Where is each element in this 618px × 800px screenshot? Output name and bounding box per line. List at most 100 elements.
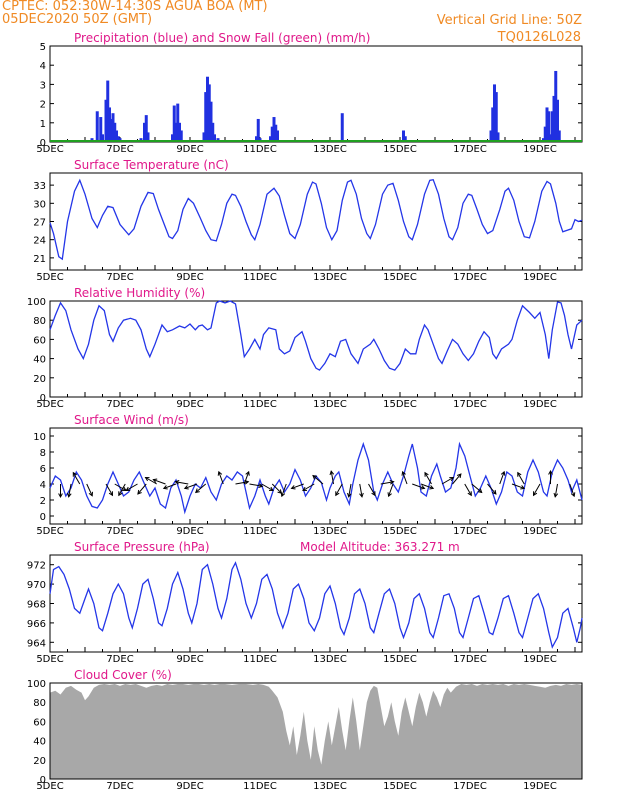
wind-arrow (499, 471, 505, 485)
precip-bar (493, 84, 496, 142)
wind-arrow (184, 483, 198, 489)
x-tick-label: 5DEC (36, 144, 63, 155)
x-tick-label: 13DEC (313, 399, 347, 410)
wind-arrow-head (467, 491, 472, 497)
wind-arrow-head (420, 485, 426, 490)
wind-arrow-head (125, 486, 131, 492)
wind-arrow-head (152, 478, 158, 483)
y-tick-label: 1 (40, 119, 46, 130)
x-tick-label: 19DEC (523, 781, 557, 792)
x-tick-label: 7DEC (106, 781, 133, 792)
wind-arrow (72, 472, 81, 485)
y-tick-label: 5 (40, 42, 46, 53)
precip-bar (113, 122, 117, 142)
wind-arrow-head (389, 480, 395, 485)
wind-arrow (330, 471, 334, 485)
precip-bar (269, 136, 272, 142)
precip-bar (174, 122, 178, 142)
y-tick-label: 20 (33, 374, 46, 385)
wind-arrow (218, 471, 224, 485)
wind-arrow-head (532, 491, 538, 497)
x-tick-label: 15DEC (383, 144, 417, 155)
x-tick-label: 9DEC (176, 781, 203, 792)
plot-frame (49, 45, 583, 143)
wind-arrow-head (280, 492, 286, 498)
precip-bar (556, 99, 559, 142)
wind-arrow-head (72, 471, 77, 477)
wind-arrow (145, 477, 157, 485)
wind-arrow (281, 483, 287, 497)
y-tick-label: 6 (40, 464, 46, 475)
precip-bar (146, 132, 150, 142)
wind-arrow-head (162, 485, 168, 490)
precip-bar (211, 122, 215, 142)
wind-arrow (86, 483, 93, 496)
wind-arrow-head (570, 492, 576, 498)
panel-title: Surface Pressure (hPa) (74, 540, 210, 554)
y-tick-label: 4 (40, 61, 46, 72)
wind-arrow (452, 473, 462, 485)
wind-arrow (114, 483, 127, 491)
x-tick-label: 11DEC (243, 272, 277, 283)
precip-bar (213, 134, 216, 142)
precip-bar (108, 107, 111, 142)
y-tick-label: 80 (33, 316, 46, 327)
y-tick-label: 80 (33, 698, 46, 709)
x-tick-label: 5DEC (36, 526, 63, 537)
plot-frame (49, 300, 583, 398)
wind-arrow (388, 483, 394, 497)
panel-annotation: Model Altitude: 363.271 m (300, 540, 460, 554)
y-tick-label: 968 (27, 600, 46, 611)
x-tick-label: 13DEC (313, 144, 347, 155)
precip-bar (111, 113, 115, 142)
precip-bar (106, 80, 110, 142)
wind-arrow-head (520, 485, 526, 490)
y-tick-label: 0 (40, 138, 46, 149)
wind-arrow (464, 483, 472, 496)
x-tick-label: 15DEC (383, 526, 417, 537)
wind-arrow-head (195, 488, 200, 494)
y-tick-label: 30 (33, 199, 46, 210)
precip-bar (179, 130, 183, 142)
precip-bar (171, 134, 174, 142)
wind-arrow-head (67, 492, 72, 498)
precip-bar (104, 99, 108, 142)
wind-arrow (153, 479, 166, 485)
vertical-grid-note: Vertical Grid Line: 50Z (436, 13, 582, 28)
precip-bar (550, 111, 554, 142)
precip-bar (543, 126, 547, 142)
y-tick-label: 60 (33, 335, 46, 346)
wind-arrow-head (429, 485, 435, 490)
wind-arrow-head (477, 488, 483, 494)
station-info: CPTEC: 052:30W-14:30S AGUA BOA (MT) (2, 0, 268, 14)
y-tick-label: 2 (40, 100, 46, 111)
wind-arrow (402, 471, 408, 485)
wind-arrow-head (268, 486, 274, 492)
x-tick-label: 13DEC (313, 781, 347, 792)
y-tick-label: 0 (40, 393, 46, 404)
x-tick-label: 15DEC (383, 781, 417, 792)
y-tick-label: 21 (33, 254, 46, 265)
series-line (49, 178, 583, 261)
plot-frame (49, 172, 583, 271)
precip-bar (256, 118, 260, 142)
wind-arrow-head (108, 491, 114, 497)
x-tick-label: 17DEC (453, 781, 487, 792)
wind-arrow (302, 483, 315, 491)
wind-arrow (249, 483, 263, 487)
panel-4: 5DEC 7DEC 9DEC 11DEC 13DEC 15DEC 17DEC 19DEC 0 2 4… (33, 413, 583, 537)
wind-arrow (424, 472, 432, 485)
y-tick-label: 966 (27, 619, 46, 630)
x-tick-label: 19DEC (523, 144, 557, 155)
model-id: TQ0126L028 (497, 30, 581, 45)
wind-arrow-head (517, 471, 522, 477)
wind-arrow-head (347, 492, 352, 498)
wind-arrow (348, 483, 352, 497)
wind-arrow-head (359, 492, 364, 498)
wind-arrow (511, 483, 525, 489)
precip-bar (402, 130, 405, 142)
x-tick-label: 7DEC (106, 654, 133, 665)
x-tick-label: 19DEC (523, 399, 557, 410)
wind-arrow-head (118, 491, 123, 497)
